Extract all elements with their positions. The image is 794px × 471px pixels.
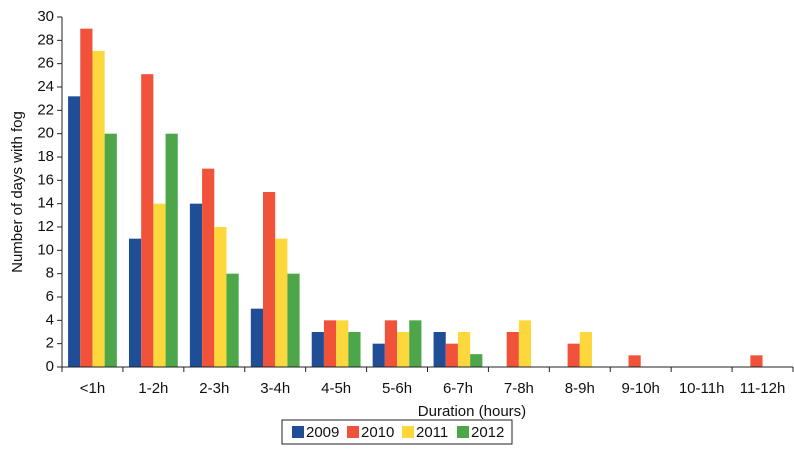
legend-swatch <box>457 426 469 438</box>
y-tick-label: 4 <box>46 311 54 328</box>
y-tick-label: 28 <box>37 31 54 48</box>
y-tick-label: 18 <box>37 148 54 165</box>
y-tick-label: 30 <box>37 8 54 25</box>
legend-label: 2012 <box>471 424 504 441</box>
bar <box>628 355 641 367</box>
bar <box>323 320 337 367</box>
bar <box>336 320 349 367</box>
x-tick-label: 1-2h <box>138 380 168 397</box>
bar <box>397 332 410 367</box>
x-tick-label: 9-10h <box>622 380 660 397</box>
bar <box>165 133 178 367</box>
bar <box>445 343 458 367</box>
bar <box>348 332 361 367</box>
y-tick-label: 0 <box>46 358 54 375</box>
bar <box>128 238 142 367</box>
legend-box <box>281 419 513 445</box>
x-tick-label: 4-5h <box>321 380 351 397</box>
x-tick-label: <1h <box>80 380 105 397</box>
legend-label: 2009 <box>306 424 339 441</box>
bar <box>457 332 471 367</box>
bar <box>750 355 763 367</box>
x-tick-label: 11-12h <box>740 380 786 397</box>
bar <box>384 320 398 367</box>
x-tick-label: 2-3h <box>199 380 229 397</box>
y-axis-title: Number of days with fog <box>9 111 26 273</box>
legend-label: 2011 <box>416 424 448 441</box>
legend-swatch <box>347 426 359 438</box>
x-tick-label: 7-8h <box>504 380 534 397</box>
bar <box>226 273 239 367</box>
legend-swatch <box>402 426 414 438</box>
x-tick-label: 3-4h <box>260 380 290 397</box>
y-tick-label: 6 <box>46 288 54 305</box>
bar <box>214 227 227 367</box>
bar <box>287 273 300 367</box>
bar <box>141 74 154 368</box>
y-tick-label: 2 <box>46 335 54 352</box>
bar <box>104 133 117 367</box>
x-tick-label: 5-6h <box>382 380 412 397</box>
bar <box>92 50 105 367</box>
legend-swatch <box>292 426 304 438</box>
bar <box>202 168 215 367</box>
bar <box>409 320 422 367</box>
y-tick-label: 26 <box>37 55 54 72</box>
x-tick-label: 8-9h <box>565 380 595 397</box>
bar <box>189 203 203 367</box>
y-tick-label: 8 <box>46 265 54 282</box>
bar <box>470 354 483 367</box>
y-tick-label: 14 <box>37 195 54 212</box>
x-axis-title: Duration (hours) <box>418 403 526 420</box>
y-tick-label: 22 <box>37 101 54 118</box>
y-tick-label: 24 <box>37 78 54 95</box>
y-tick-label: 12 <box>37 218 54 235</box>
bar <box>579 332 592 367</box>
y-tick-label: 16 <box>37 171 54 188</box>
x-tick-label: 10-11h <box>679 380 725 397</box>
bar <box>518 320 532 367</box>
bar <box>567 343 580 367</box>
bar <box>250 308 264 367</box>
bar <box>275 238 288 367</box>
bar <box>153 203 166 367</box>
bar <box>372 343 385 367</box>
bar <box>433 332 446 367</box>
bar <box>263 192 276 367</box>
x-tick-label: 6-7h <box>443 380 473 397</box>
bar <box>311 332 324 367</box>
legend-label: 2010 <box>361 424 394 441</box>
bar <box>68 96 81 367</box>
bar <box>80 28 93 368</box>
bar <box>506 332 519 367</box>
y-tick-label: 10 <box>37 241 54 258</box>
y-tick-label: 20 <box>37 125 54 142</box>
